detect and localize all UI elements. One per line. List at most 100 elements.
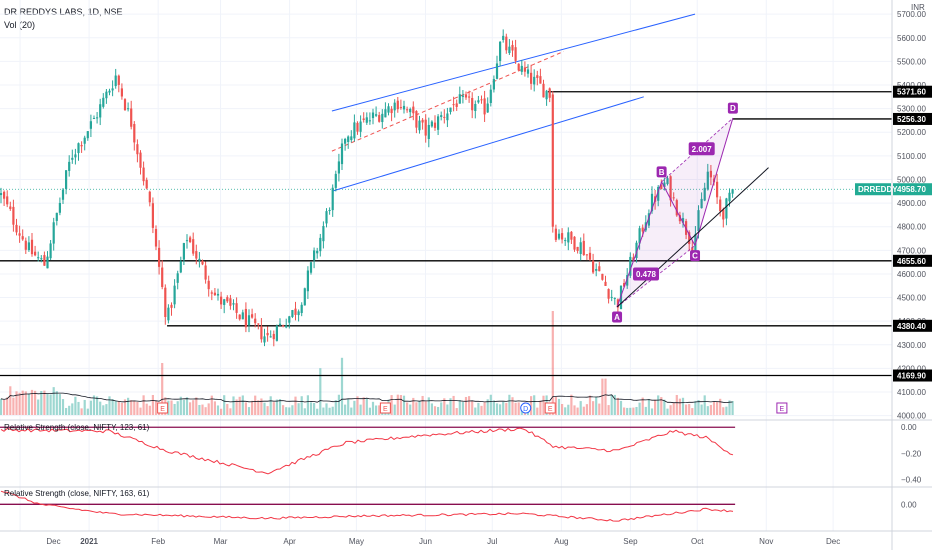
volume-bar bbox=[706, 406, 709, 415]
volume-bar bbox=[43, 390, 46, 415]
candle-body bbox=[257, 323, 260, 325]
candle-body bbox=[309, 262, 313, 273]
pattern-point-box bbox=[656, 166, 667, 178]
candle-body bbox=[241, 312, 244, 320]
volume-bar bbox=[173, 403, 176, 415]
candle-body bbox=[120, 88, 123, 97]
candle-body bbox=[294, 308, 297, 315]
volume-bar bbox=[272, 402, 275, 415]
channel-lower-line bbox=[331, 96, 644, 192]
volume-bar bbox=[182, 399, 185, 415]
volume-bar bbox=[449, 398, 452, 415]
volume-bar bbox=[458, 399, 461, 415]
volume-bar bbox=[709, 404, 712, 415]
candle-body bbox=[244, 308, 247, 328]
volume-bar bbox=[170, 400, 173, 415]
candle-body bbox=[579, 242, 582, 255]
candle-body bbox=[319, 237, 322, 252]
candle-body bbox=[359, 121, 362, 132]
y-tick-label: 4500.00 bbox=[897, 294, 926, 303]
candle-body bbox=[567, 232, 570, 243]
volume-bar bbox=[37, 399, 40, 415]
candle-body bbox=[6, 196, 9, 205]
candle-body bbox=[697, 210, 700, 232]
candle-body bbox=[229, 298, 232, 306]
volume-bar bbox=[632, 407, 635, 415]
candle-body bbox=[650, 193, 654, 212]
candle-body bbox=[344, 138, 347, 144]
volume-bar bbox=[430, 403, 433, 415]
candle-body bbox=[424, 119, 427, 136]
volume-bar bbox=[334, 400, 337, 415]
candle-body bbox=[136, 144, 139, 155]
candle-body bbox=[18, 233, 21, 236]
candle-body bbox=[34, 251, 37, 256]
candle-body bbox=[65, 170, 68, 189]
volume-bar bbox=[678, 398, 681, 415]
candle-body bbox=[108, 90, 111, 93]
volume-bar bbox=[319, 368, 322, 415]
candle-body bbox=[582, 240, 585, 256]
volume-bar bbox=[576, 407, 579, 415]
volume-bar bbox=[229, 408, 232, 415]
y-tick-label: 4800.00 bbox=[897, 223, 926, 232]
volume-bar bbox=[666, 408, 669, 415]
candle-body bbox=[520, 65, 523, 72]
channel-upper-line bbox=[331, 13, 696, 112]
volume-bar bbox=[74, 396, 77, 415]
candle-body bbox=[486, 103, 489, 113]
volume-bar bbox=[96, 396, 99, 415]
indicator-2-tick-label: 0.00 bbox=[901, 500, 917, 509]
candle-body bbox=[399, 107, 402, 109]
candle-body bbox=[492, 79, 495, 90]
x-tick-label: 2021 bbox=[80, 537, 98, 546]
candle-body bbox=[300, 304, 303, 314]
volume-bar bbox=[542, 395, 545, 415]
volume-bar bbox=[291, 405, 294, 415]
symbol-tag-text: DRREDDY bbox=[858, 185, 898, 194]
volume-bar bbox=[257, 400, 260, 415]
pattern-point-box bbox=[612, 311, 623, 323]
candle-body bbox=[151, 203, 154, 228]
volume-bar bbox=[647, 398, 650, 415]
volume-bar bbox=[89, 400, 92, 415]
price-tags: 5371.60 5256.30 4655.60 4380.40 4169.90 4958.… bbox=[855, 85, 932, 382]
candle-body bbox=[601, 273, 604, 280]
candle-body bbox=[291, 310, 294, 317]
volume-bar bbox=[71, 403, 74, 415]
candle-body bbox=[477, 100, 480, 103]
candle-body bbox=[71, 157, 74, 160]
volume-bar bbox=[316, 408, 319, 415]
volume-bar bbox=[663, 399, 666, 415]
pattern-point-label: D bbox=[730, 104, 736, 113]
volume-bar bbox=[61, 399, 65, 415]
candle-body bbox=[539, 76, 542, 84]
volume-bar bbox=[356, 396, 359, 415]
candle-body bbox=[700, 198, 703, 209]
volume-bar bbox=[418, 400, 421, 415]
candle-body bbox=[235, 303, 238, 313]
candle-body bbox=[592, 260, 595, 273]
volume-bar bbox=[136, 402, 139, 415]
volume-bar bbox=[251, 400, 254, 415]
candle-body bbox=[468, 96, 471, 98]
volume-bar bbox=[105, 404, 108, 415]
candle-body bbox=[561, 233, 564, 240]
candle-body bbox=[9, 206, 12, 209]
volume-bar bbox=[68, 405, 71, 415]
volume-bar bbox=[223, 395, 226, 415]
horizontal-levels bbox=[0, 91, 892, 377]
candle-body bbox=[585, 254, 588, 256]
volume-bar bbox=[300, 396, 303, 415]
dividend-marker-label: D bbox=[523, 406, 528, 413]
y-tick-label: 5100.00 bbox=[897, 152, 926, 161]
candle-body bbox=[337, 161, 340, 174]
candle-body bbox=[368, 120, 371, 122]
candle-body bbox=[220, 296, 223, 305]
volume-bar bbox=[207, 403, 210, 415]
candle-body bbox=[526, 69, 530, 74]
volume-bar bbox=[49, 394, 52, 415]
earnings-marker bbox=[776, 402, 788, 414]
volume-bar bbox=[514, 402, 517, 415]
